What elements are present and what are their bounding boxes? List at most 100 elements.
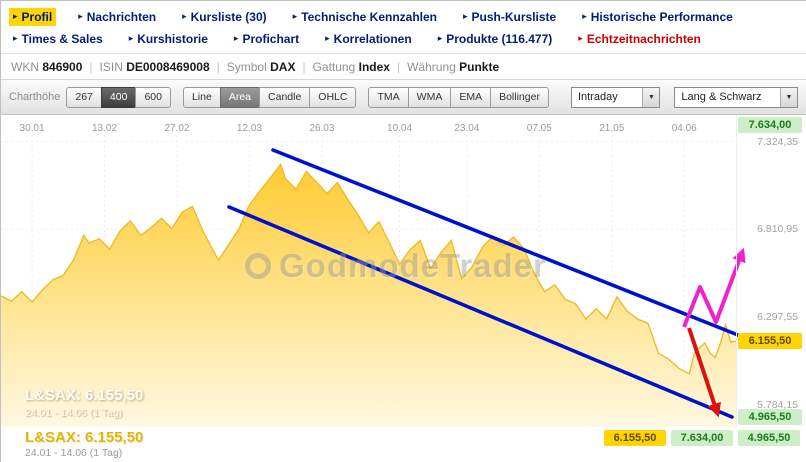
nav-label: Nachrichten: [86, 10, 157, 24]
nav-label: Kurshistorie: [137, 32, 208, 46]
nav-label: Profil: [21, 10, 53, 24]
series-label-overlay: L&SAX: 6.155,50 24.01 - 14.06 (1 Tag): [25, 387, 143, 419]
price-chart-svg[interactable]: [1, 115, 806, 427]
x-axis-tick-label: 21.05: [599, 123, 625, 134]
scale-low-badge: 4.965,50: [738, 409, 802, 425]
wma-button[interactable]: WMA: [407, 86, 452, 108]
chart-height-label: Charthöhe: [9, 91, 61, 103]
nav-label: Push-Kursliste: [471, 10, 557, 24]
chevron-down-icon: ▼: [780, 87, 797, 107]
chart-height-buttons: 267 400 600: [66, 86, 171, 108]
isin-value: DE0008469008: [126, 60, 210, 74]
x-axis-tick-label: 27.02: [164, 123, 190, 134]
symbol-label: Symbol: [226, 60, 267, 74]
bullet-arrow-icon: ▸: [463, 10, 468, 21]
bullet-arrow-icon: ▸: [182, 10, 187, 21]
exchange-select-value: Lang & Schwarz: [681, 91, 762, 103]
footer-high-badge: 7.634,00: [671, 430, 733, 446]
nav-label: Historische Performance: [590, 10, 733, 24]
bollinger-button[interactable]: Bollinger: [490, 86, 549, 108]
x-axis-tick-label: 12.03: [236, 123, 262, 134]
bullet-arrow-icon: ▸: [128, 32, 134, 43]
line-type-button[interactable]: Line: [182, 86, 221, 108]
main-nav: ▸ Profil ▸ Nachrichten ▸ Kursliste (30) ▸ Te…: [1, 1, 806, 53]
nav-item-korrelationen[interactable]: ▸ Korrelationen: [321, 30, 416, 48]
y-axis-tick-label: 6.297,55: [757, 310, 798, 323]
ohlc-type-button[interactable]: OHLC: [309, 86, 357, 108]
nav-row-2: ▸ Times & Sales ▸ Kurshistorie ▸ Profichart…: [9, 28, 798, 50]
nav-item-proficart[interactable]: ▸ Profichart: [230, 30, 303, 48]
interval-select-value: Intraday: [577, 91, 618, 103]
x-axis-tick-label: 07.05: [526, 123, 552, 134]
ema-button[interactable]: EMA: [450, 86, 492, 108]
bullet-arrow-icon: ▸: [437, 32, 443, 43]
height-400-button[interactable]: 400: [100, 86, 137, 108]
isin-label: ISIN: [99, 60, 123, 74]
footer-series-label: L&SAX: 6.155,50: [25, 429, 144, 446]
height-600-button[interactable]: 600: [135, 86, 171, 108]
chart-area[interactable]: 30.01 13.02 27.02 12.03 26.03 10.04 23.04 07.05…: [1, 115, 806, 427]
footer-range-label: 24.01 - 14.06 (1 Tag): [25, 447, 123, 459]
y-axis-tick-label: 5.784,15: [757, 398, 798, 411]
series-range-label: 24.01 - 14.06 (1 Tag): [25, 407, 123, 419]
x-axis-tick-label: 26.03: [309, 123, 335, 134]
nav-item-echtzeitnachrichten[interactable]: ▸ Echtzeitnachrichten: [574, 30, 705, 48]
nav-label: Produkte (116.477): [446, 32, 553, 46]
bullet-arrow-icon: ▸: [13, 10, 18, 21]
series-label: L&SAX: 6.155,50: [25, 387, 144, 404]
symbol-value: DAX: [270, 60, 296, 74]
waehrung-value: Punkte: [459, 60, 500, 74]
nav-row-1: ▸ Profil ▸ Nachrichten ▸ Kursliste (30) ▸ Te…: [9, 6, 798, 28]
nav-item-kurshistorie[interactable]: ▸ Kurshistorie: [125, 30, 212, 48]
height-267-button[interactable]: 267: [66, 86, 102, 108]
wkn-value: 846900: [42, 60, 83, 74]
footer-last-badge: 6.155,50: [604, 430, 666, 446]
nav-item-kursliste[interactable]: ▸ Kursliste (30): [178, 8, 271, 26]
nav-item-times-sales[interactable]: ▸ Times & Sales: [9, 30, 107, 48]
chart-footer: L&SAX: 6.155,50 24.01 - 14.06 (1 Tag) 6.…: [1, 427, 806, 462]
bullet-arrow-icon: ▸: [582, 10, 587, 21]
nav-item-historische-performance[interactable]: ▸ Historische Performance: [578, 8, 737, 26]
chevron-down-icon: ▼: [642, 87, 660, 107]
indicator-buttons: TMA WMA EMA Bollinger: [368, 86, 549, 108]
x-axis-tick-label: 10.04: [387, 123, 413, 134]
scale-divider: [736, 115, 737, 427]
waehrung-label: Währung: [407, 60, 456, 74]
scale-last-badge: 6.155,50: [738, 333, 802, 350]
nav-label: Echtzeitnachrichten: [586, 32, 701, 46]
interval-select[interactable]: Intraday ▼: [570, 86, 661, 108]
candle-type-button[interactable]: Candle: [259, 86, 311, 108]
gattung-label: Gattung: [312, 60, 356, 74]
tma-button[interactable]: TMA: [368, 86, 409, 108]
scale-high-badge: 7.634,00: [738, 117, 802, 133]
x-axis-tick-label: 30.01: [19, 123, 45, 134]
nav-item-push-kursliste[interactable]: ▸ Push-Kursliste: [459, 8, 560, 26]
footer-low-badge: 4.965,50: [738, 430, 800, 446]
bullet-arrow-icon: ▸: [13, 32, 18, 43]
y-axis-tick-label: 7.324,35: [757, 135, 798, 148]
bullet-arrow-icon: ▸: [292, 10, 298, 21]
nav-label: Profichart: [242, 32, 300, 46]
wkn-label: WKN: [11, 60, 39, 74]
bullet-arrow-icon: ▸: [78, 10, 83, 21]
instrument-info: WKN 846900 | ISIN DE0008469008 | Symbol DAX |…: [1, 53, 806, 79]
nav-item-profil[interactable]: ▸ Profil: [9, 8, 57, 26]
nav-label: Technische Kennzahlen: [301, 10, 437, 24]
exchange-select[interactable]: Lang & Schwarz ▼: [674, 86, 798, 108]
chart-type-buttons: Line Area Candle OHLC: [182, 86, 357, 108]
x-axis-tick-label: 23.04: [454, 123, 480, 134]
area-type-button[interactable]: Area: [219, 86, 261, 108]
nav-label: Kursliste (30): [190, 10, 267, 24]
x-axis-tick-label: 13.02: [92, 123, 118, 134]
nav-item-technische-kennzahlen[interactable]: ▸ Technische Kennzahlen: [289, 8, 441, 26]
gattung-value: Index: [358, 60, 390, 74]
nav-label: Times & Sales: [21, 32, 103, 46]
bullet-arrow-icon: ▸: [325, 32, 330, 43]
x-axis-tick-label: 04.06: [671, 123, 697, 134]
bullet-arrow-icon: ▸: [233, 32, 239, 43]
nav-label: Korrelationen: [333, 32, 412, 46]
nav-item-nachrichten[interactable]: ▸ Nachrichten: [74, 8, 160, 26]
bullet-arrow-icon: ▸: [578, 32, 583, 43]
nav-item-produkte[interactable]: ▸ Produkte (116.477): [434, 30, 557, 48]
